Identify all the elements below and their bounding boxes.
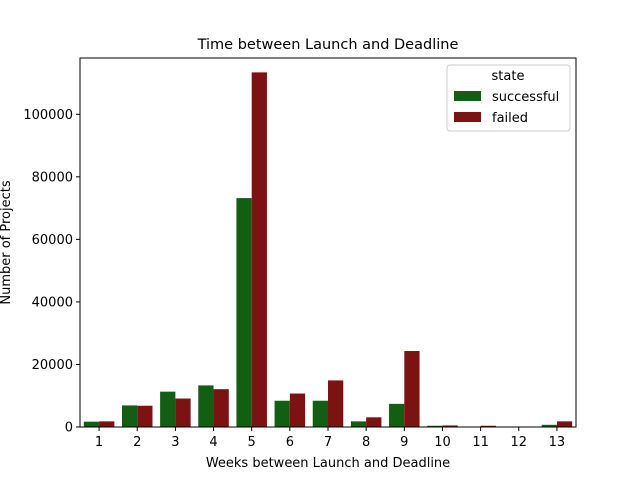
bar-failed-4 (213, 389, 229, 427)
x-tick-label: 5 (248, 435, 256, 450)
bar-failed-8 (366, 417, 382, 427)
bar-successful-4 (198, 385, 214, 427)
bar-successful-2 (121, 405, 138, 427)
x-tick-label: 2 (133, 435, 141, 450)
x-tick-label: 13 (549, 435, 566, 450)
y-tick-label: 40000 (32, 295, 73, 310)
bar-successful-1 (83, 421, 100, 427)
legend-label-failed: failed (492, 111, 528, 126)
bar-successful-10 (427, 425, 443, 427)
legend-title: state (492, 69, 525, 84)
x-tick-label: 12 (510, 435, 527, 450)
bar-successful-13 (541, 424, 557, 427)
chart-title: Time between Launch and Deadline (197, 37, 459, 53)
bar-failed-1 (99, 421, 115, 427)
bar-successful-9 (389, 403, 405, 427)
x-tick-label: 9 (400, 435, 408, 450)
bar-failed-3 (175, 398, 191, 427)
x-axis-label: Weeks between Launch and Deadline (206, 456, 450, 471)
x-tick-label: 1 (95, 435, 103, 450)
bar-failed-9 (404, 351, 420, 427)
x-tick-label: 11 (472, 435, 489, 450)
x-tick-label: 6 (286, 435, 294, 450)
x-tick-label: 10 (434, 435, 451, 450)
bar-failed-6 (289, 393, 306, 427)
legend-swatch-successful (454, 91, 481, 101)
bar-failed-10 (442, 425, 458, 427)
bar-successful-8 (350, 421, 367, 427)
bar-failed-11 (480, 425, 496, 427)
bar-successful-6 (274, 400, 290, 427)
bar-failed-13 (556, 421, 573, 427)
x-tick-label: 8 (362, 435, 370, 450)
bar-failed-5 (251, 72, 267, 427)
y-tick-label: 80000 (32, 170, 73, 185)
x-axis-ticks: 1 2 3 4 5 6 7 8 9 10 11 12 13 (95, 427, 565, 450)
y-axis-label: Number of Projects (0, 180, 14, 304)
y-tick-label: 100000 (23, 108, 73, 123)
y-axis-ticks: 0 20000 40000 60000 80000 100000 (23, 108, 80, 436)
bar-failed-7 (328, 380, 344, 427)
y-tick-label: 0 (65, 421, 73, 436)
y-tick-label: 20000 (32, 358, 73, 373)
legend-swatch-failed (454, 112, 481, 122)
bar-successful-3 (160, 391, 176, 427)
x-tick-label: 4 (209, 435, 217, 450)
x-tick-label: 7 (324, 435, 332, 450)
bar-successful-7 (312, 400, 328, 427)
bar-failed-2 (137, 405, 153, 427)
bars (83, 72, 573, 427)
plot-frame (79, 57, 577, 428)
legend-label-successful: successful (492, 90, 559, 105)
bar-successful-5 (236, 198, 252, 427)
y-tick-label: 60000 (32, 233, 73, 248)
x-tick-label: 3 (171, 435, 179, 450)
legend: state successful failed (446, 64, 571, 132)
